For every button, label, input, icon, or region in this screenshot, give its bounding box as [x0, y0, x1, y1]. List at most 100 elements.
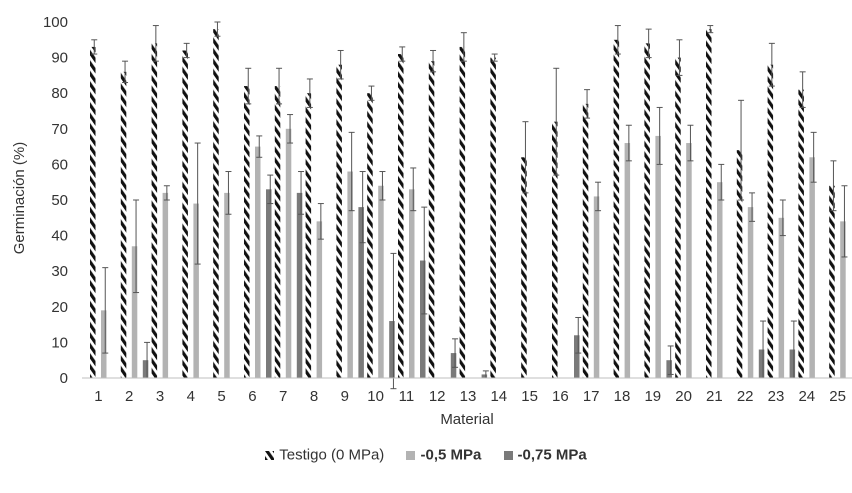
legend-label: Testigo (0 MPa) [279, 446, 385, 464]
bar-minus-0-75-2 [142, 360, 149, 378]
bar-testigo-20 [675, 57, 681, 378]
bar-minus-0-5-19 [655, 135, 661, 378]
bar-minus-0-75-11 [420, 260, 426, 378]
x-tick-label: 14 [490, 388, 507, 405]
y-tick-label: 40 [51, 228, 68, 245]
y-tick-label: 0 [60, 370, 68, 387]
x-axis-title: Material [440, 411, 493, 428]
bar-minus-0-5-22 [747, 207, 754, 378]
x-tick-label: 7 [279, 388, 287, 405]
bar-testigo-2 [120, 71, 127, 378]
bars [90, 29, 846, 379]
bar-minus-0-5-1 [101, 310, 107, 378]
bar-minus-0-5-20 [686, 143, 692, 378]
bar-testigo-21 [706, 29, 712, 379]
x-tick-label: 22 [737, 388, 754, 405]
bar-minus-0-5-2 [131, 246, 138, 378]
x-tick-label: 10 [367, 388, 384, 405]
x-tick-label: 3 [156, 388, 164, 405]
x-tick-label: 21 [706, 388, 723, 405]
y-tick-labels: 0 10 20 30 40 50 60 70 80 90 100 [43, 14, 68, 387]
bar-minus-0-75-7 [296, 192, 303, 378]
bar-testigo-12 [428, 61, 435, 378]
bar-testigo-15 [521, 157, 527, 378]
x-tick-label: 4 [187, 388, 195, 405]
x-tick-label: 8 [310, 388, 318, 405]
y-tick-label: 80 [51, 85, 68, 102]
x-tick-label: 19 [644, 388, 661, 405]
y-tick-label: 90 [51, 50, 68, 67]
bar-testigo-8 [305, 93, 312, 378]
bar-testigo-11 [398, 54, 404, 378]
bar-minus-0-5-17 [593, 196, 600, 378]
y-axis-title: Germinación (%) [11, 142, 28, 255]
x-tick-label: 23 [768, 388, 785, 405]
legend-item-minus-0-75: -0,75 MPa [503, 446, 587, 464]
bar-minus-0-5-4 [193, 203, 199, 378]
bar-testigo-6 [244, 86, 250, 378]
y-tick-label: 60 [51, 156, 68, 173]
bar-testigo-1 [90, 46, 96, 379]
bar-minus-0-75-23 [789, 349, 796, 378]
y-tick-label: 50 [51, 192, 68, 209]
bar-minus-0-75-22 [758, 349, 765, 378]
x-tick-label: 16 [552, 388, 569, 405]
bar-testigo-7 [274, 86, 281, 378]
bar-minus-0-75-12 [450, 353, 457, 378]
bar-testigo-24 [798, 89, 804, 378]
bar-minus-0-75-6 [266, 189, 272, 378]
bar-minus-0-5-10 [378, 185, 384, 378]
bar-minus-0-5-6 [255, 146, 261, 378]
bar-minus-0-5-3 [162, 192, 169, 378]
bar-testigo-9 [336, 64, 342, 378]
x-tick-labels: 1 2 3 4 5 6 7 8 9 10 11 12 13 14 15 16 17 18 19 20 21 22 23 24 2… [94, 388, 846, 405]
y-tick-label: 30 [51, 263, 68, 280]
x-tick-label: 11 [399, 388, 415, 405]
x-tick-label: 24 [798, 388, 815, 405]
bar-testigo-23 [767, 64, 774, 378]
bar-minus-0-5-7 [285, 128, 292, 378]
x-tick-label: 13 [460, 388, 477, 405]
x-tick-label: 12 [429, 388, 446, 405]
y-axis-title-group: Germinación (%) [11, 142, 28, 255]
x-tick-label: 9 [341, 388, 349, 405]
bar-minus-0-75-16 [574, 335, 580, 378]
bar-minus-0-5-21 [717, 182, 723, 378]
bar-testigo-19 [644, 43, 650, 379]
error-bars [91, 21, 848, 390]
x-tick-label: 17 [583, 388, 600, 405]
bar-minus-0-5-9 [347, 171, 353, 378]
y-tick-label: 70 [51, 121, 68, 138]
bar-minus-0-75-9 [358, 207, 364, 378]
y-tick-label: 10 [51, 334, 68, 351]
legend-item-minus-0-5: -0,5 MPa [406, 446, 481, 464]
x-tick-label: 6 [248, 388, 256, 405]
bar-testigo-10 [367, 93, 373, 378]
bar-testigo-4 [182, 50, 188, 378]
bar-minus-0-5-18 [624, 143, 631, 378]
x-tick-label: 20 [675, 388, 692, 405]
legend-item-testigo: Testigo (0 MPa) [265, 446, 384, 464]
bar-testigo-16 [552, 121, 558, 379]
x-tick-label: 25 [829, 388, 846, 405]
x-tick-label: 2 [125, 388, 133, 405]
x-tick-label: 5 [217, 388, 225, 405]
germination-chart: Germinación (%) 0 10 20 30 40 50 60 70 80 90 100 1… [11, 14, 852, 428]
legend-swatch-hatch [265, 450, 275, 460]
bar-minus-0-75-13 [481, 374, 488, 378]
bar-testigo-3 [151, 43, 158, 379]
y-tick-label: 100 [43, 14, 68, 31]
x-tick-label: 15 [521, 388, 538, 405]
y-tick-label: 20 [51, 299, 68, 316]
bar-testigo-17 [582, 103, 589, 378]
bar-minus-0-5-25 [840, 221, 846, 378]
bar-minus-0-75-19 [666, 360, 672, 378]
bar-testigo-14 [490, 57, 496, 378]
bar-testigo-18 [613, 39, 620, 379]
legend: Testigo (0 MPa) -0,5 MPa -0,75 MPa [0, 446, 852, 464]
bar-minus-0-5-8 [316, 221, 323, 378]
x-tick-label: 1 [94, 388, 102, 405]
bar-minus-0-5-23 [778, 217, 785, 378]
bar-testigo-13 [459, 46, 466, 379]
legend-label: -0,75 MPa [517, 446, 587, 464]
